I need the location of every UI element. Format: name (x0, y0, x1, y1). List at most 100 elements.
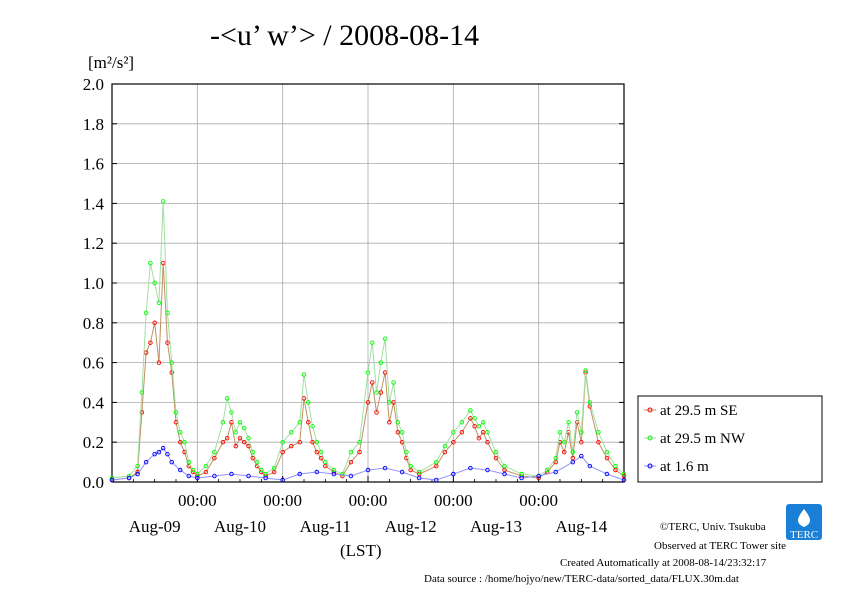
data-point (416, 469, 422, 475)
data-point (395, 430, 401, 435)
data-point (139, 410, 145, 415)
data-point (301, 372, 307, 377)
data-point (395, 420, 401, 425)
data-point (160, 199, 166, 204)
data-point (387, 420, 392, 425)
y-tick-label: 1.2 (83, 234, 104, 253)
data-point (288, 443, 294, 449)
data-point (126, 475, 132, 481)
data-point (596, 439, 601, 445)
data-point (254, 459, 260, 465)
time-tick-label: 00:00 (434, 491, 473, 510)
data-point (246, 473, 251, 479)
terc-logo: TERC (786, 504, 822, 541)
data-point (365, 467, 371, 473)
data-point (212, 473, 217, 479)
data-point (190, 467, 196, 473)
series-2 (109, 445, 627, 483)
data-point (135, 463, 140, 469)
logo-text: TERC (790, 529, 818, 541)
data-point (370, 380, 375, 385)
data-point (203, 463, 209, 469)
data-point (178, 439, 183, 445)
data-point (314, 439, 320, 445)
day-label: Aug-13 (470, 517, 522, 536)
data-point (220, 439, 226, 445)
data-point (434, 459, 439, 465)
source-text: Data source : /home/hojyo/new/TERC-data/… (424, 573, 739, 585)
data-point (570, 459, 576, 465)
data-point (310, 439, 315, 445)
data-point (246, 435, 251, 441)
data-point (242, 439, 247, 445)
data-point (182, 439, 187, 445)
data-point (485, 430, 490, 435)
data-point (169, 370, 174, 375)
data-point (318, 449, 324, 455)
legend-label: at 29.5 m NW (660, 431, 746, 447)
data-point (596, 430, 601, 435)
data-point (365, 400, 371, 405)
data-point (165, 310, 170, 316)
data-point (212, 455, 217, 461)
data-point (220, 420, 226, 425)
data-point (613, 463, 618, 469)
data-point (195, 475, 200, 481)
data-point (237, 435, 243, 441)
data-point (242, 426, 247, 431)
data-point (135, 471, 140, 477)
series-line (111, 201, 625, 479)
data-point (587, 400, 593, 405)
data-point (404, 449, 409, 455)
created-text: Created Automatically at 2008-08-14/23:3… (560, 557, 767, 569)
data-point (587, 463, 593, 469)
data-point (348, 449, 354, 455)
data-point (493, 449, 499, 455)
data-point (562, 449, 567, 455)
data-point (468, 465, 473, 471)
data-point (178, 430, 183, 435)
time-tick-label: 00:00 (349, 491, 388, 510)
data-point (382, 465, 388, 471)
y-tick-label: 2.0 (83, 75, 104, 94)
y-tick-label: 1.0 (83, 274, 104, 293)
data-point (156, 300, 162, 306)
data-point (408, 463, 413, 469)
data-point (323, 459, 328, 465)
y-tick-label: 0.0 (83, 473, 104, 492)
y-tick-label: 0.2 (83, 433, 104, 452)
data-point (340, 471, 345, 477)
data-point (233, 430, 238, 435)
time-tick-label: 00:00 (263, 491, 302, 510)
data-point (152, 280, 157, 286)
data-point (348, 473, 354, 479)
data-point (297, 439, 302, 445)
data-point (229, 471, 234, 477)
day-label: Aug-12 (385, 517, 437, 536)
plot-frame (111, 83, 625, 483)
data-point (387, 400, 392, 405)
data-point (152, 320, 157, 326)
data-point (502, 463, 507, 469)
series-line (111, 447, 625, 481)
day-label: Aug-10 (214, 517, 266, 536)
data-point (442, 449, 448, 455)
data-point (378, 360, 384, 365)
data-point (160, 445, 166, 451)
data-point (374, 410, 379, 415)
data-point (306, 420, 311, 425)
data-point (604, 455, 610, 461)
data-point (186, 459, 192, 465)
data-point (583, 368, 588, 373)
data-point (480, 430, 486, 435)
legend: at 29.5 m SE at 29.5 m NW at 1.6 m (637, 395, 823, 483)
observed-text: Observed at TERC Tower site (654, 540, 786, 552)
data-point (250, 449, 256, 455)
data-point (348, 459, 354, 465)
data-point (570, 449, 576, 455)
legend-swatch-marker (647, 463, 653, 469)
data-point (233, 443, 238, 449)
data-point (156, 360, 162, 365)
y-tick-label: 1.4 (83, 194, 105, 213)
